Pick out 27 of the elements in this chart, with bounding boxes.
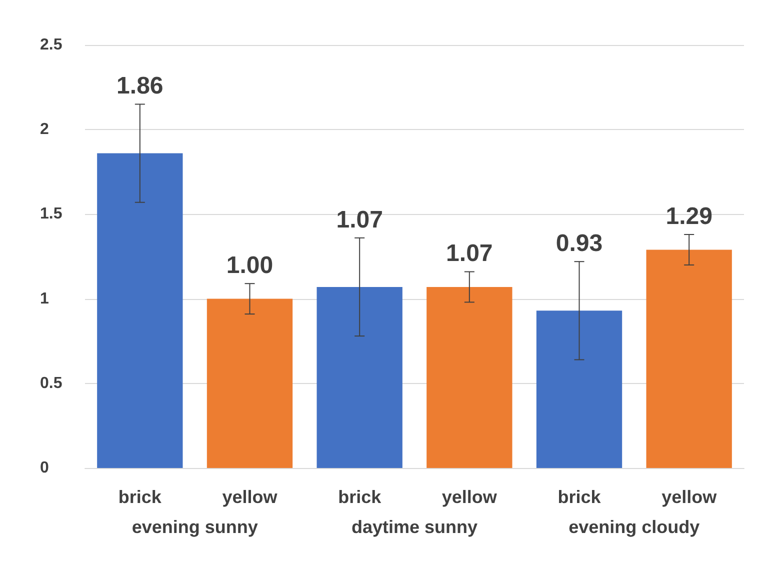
x-tick-label: daytime sunny — [351, 517, 478, 537]
y-tick-label: 2.5 — [40, 36, 62, 54]
y-tick-label: 2 — [40, 121, 49, 138]
data-label: 1.86 — [116, 72, 164, 100]
series-label: brick — [118, 487, 162, 507]
y-tick-label: 1 — [40, 290, 49, 308]
text: brick — [558, 487, 601, 507]
data-label: 1.07 — [336, 206, 383, 234]
bar — [536, 310, 622, 468]
y-tick-label: 0.5 — [40, 374, 62, 392]
bar — [316, 286, 402, 468]
bar — [646, 250, 732, 468]
data-label: 1.07 — [446, 240, 493, 268]
data-label: 1.29 — [666, 203, 712, 230]
bar — [206, 298, 293, 468]
text: brick — [338, 487, 382, 507]
y-tick-label: 0 — [40, 460, 49, 476]
text: yellow — [442, 487, 497, 507]
text: yellow — [662, 487, 717, 507]
x-tick-label: evening cloudy — [568, 517, 700, 537]
x-tick-label: evening sunny — [132, 517, 258, 537]
bar — [97, 153, 183, 468]
data-label: 0.93 — [556, 230, 603, 258]
data-label: 1.00 — [226, 252, 274, 280]
bar — [426, 286, 512, 468]
y-tick-label: 1.5 — [40, 206, 62, 223]
series-label: yellow — [222, 487, 278, 507]
